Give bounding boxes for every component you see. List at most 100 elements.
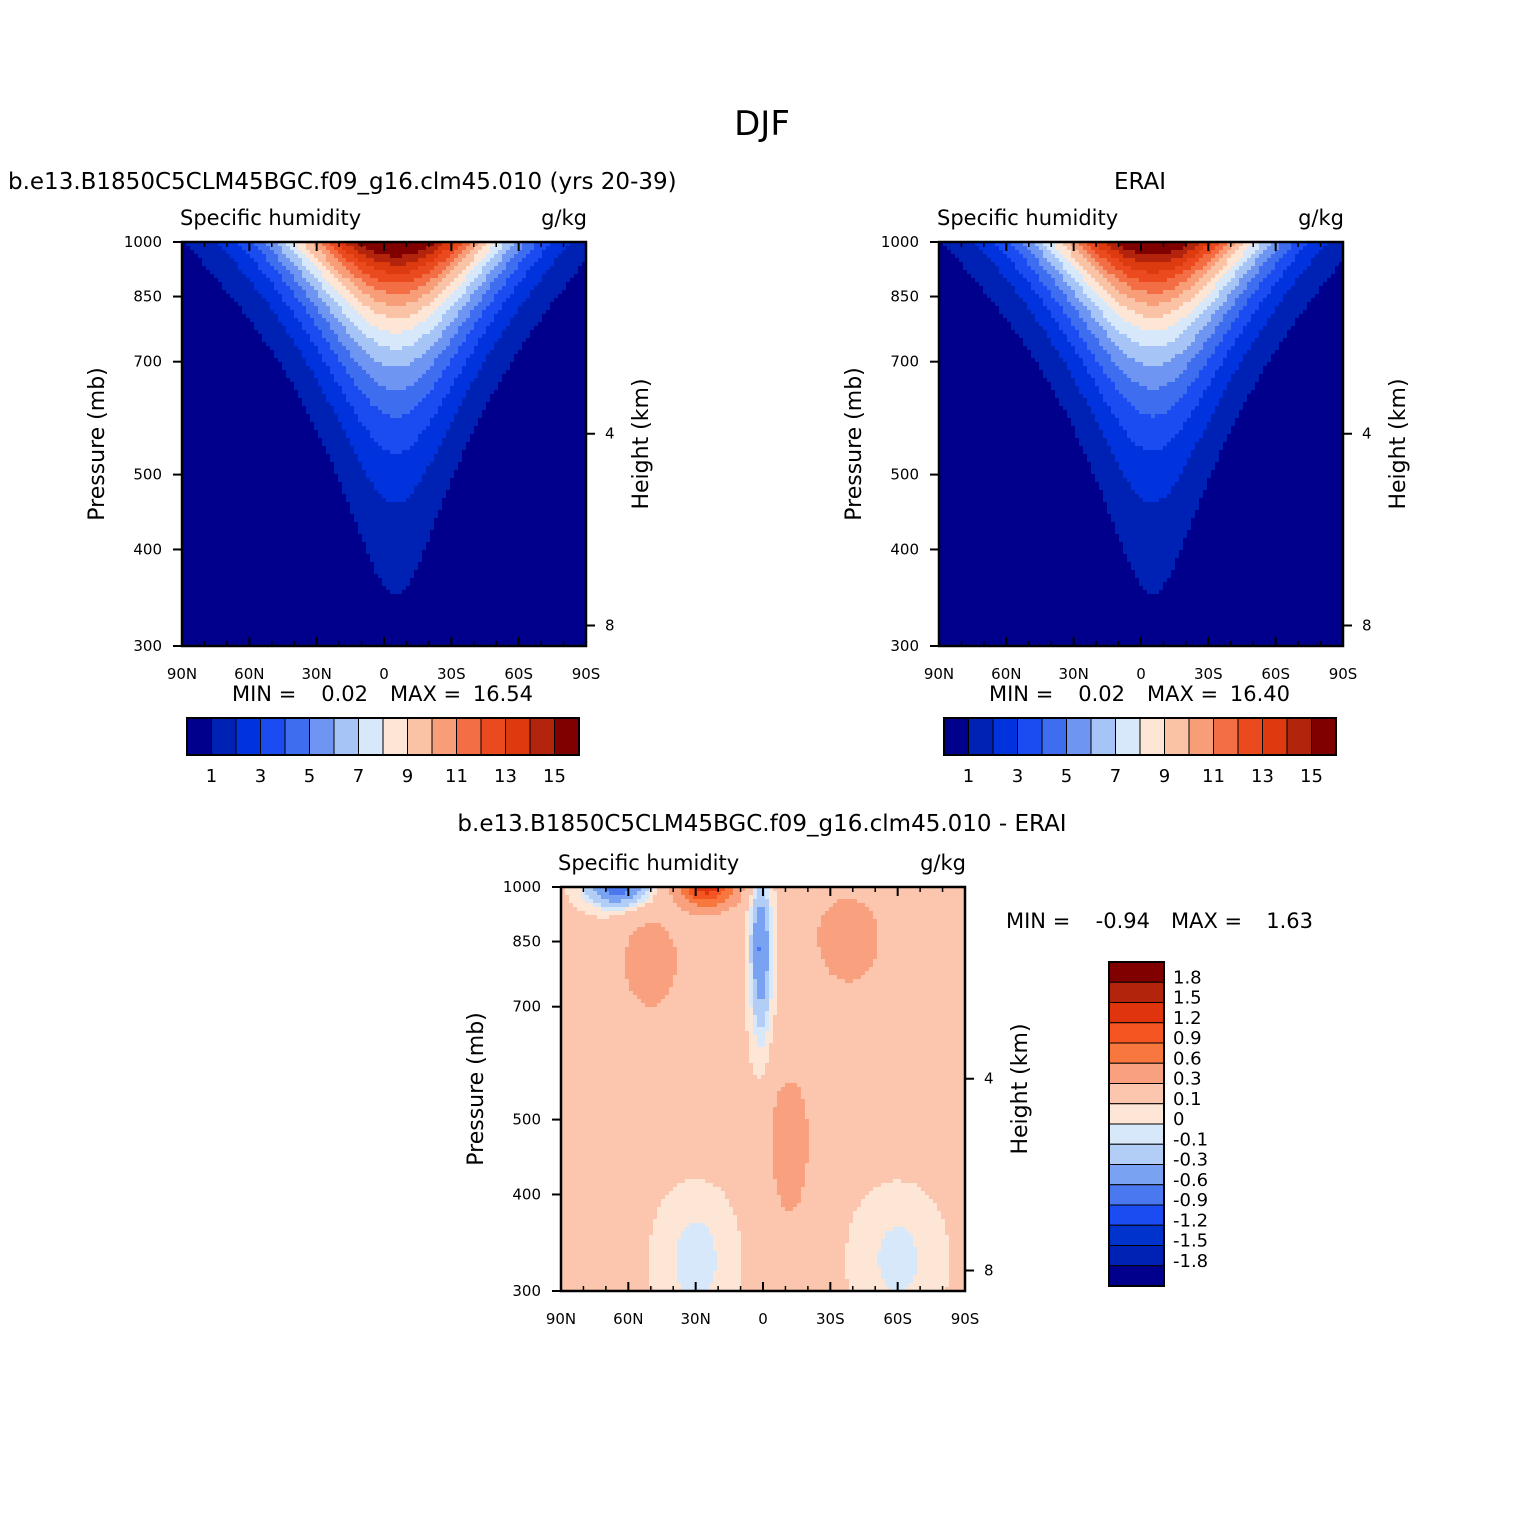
contour-cell-model xyxy=(546,378,551,383)
contour-cell-model xyxy=(346,246,351,251)
contour-cell-model xyxy=(210,346,215,351)
contour-cell-model xyxy=(578,334,583,339)
contour-cell-model xyxy=(502,302,507,307)
contour-cell-model xyxy=(406,346,411,351)
contour-cell-model xyxy=(302,262,307,267)
contour-cell-model xyxy=(194,422,199,427)
contour-cell-model xyxy=(462,330,467,335)
contour-cell-model xyxy=(502,326,507,331)
contour-cell-model xyxy=(446,334,451,339)
contour-cell-model xyxy=(318,290,323,295)
contour-cell-model xyxy=(198,242,203,247)
contour-cell-model xyxy=(426,338,431,343)
contour-cell-model xyxy=(338,382,343,387)
contour-cell-model xyxy=(290,426,295,431)
contour-cell-model xyxy=(222,278,227,283)
contour-cell-model xyxy=(258,370,263,375)
contour-cell-model xyxy=(494,426,499,431)
contour-cell-model xyxy=(522,362,527,367)
contour-cell-model xyxy=(226,258,231,263)
contour-cell-model xyxy=(226,382,231,387)
contour-cell-model xyxy=(566,318,571,323)
contour-cell-model xyxy=(294,358,299,363)
contour-cell-model xyxy=(542,414,547,419)
contour-cell-model xyxy=(514,406,519,411)
contour-cell-model xyxy=(206,426,211,431)
contour-cell-model xyxy=(498,282,503,287)
contour-cell-model xyxy=(334,434,339,439)
contour-cell-model xyxy=(366,310,371,315)
contour-cell-model xyxy=(294,402,299,407)
contour-cell-model xyxy=(546,282,551,287)
contour-cell-model xyxy=(506,406,511,411)
contour-cell-model xyxy=(370,422,375,427)
contour-cell-model xyxy=(562,422,567,427)
contour-cell-model xyxy=(534,422,539,427)
contour-cell-model xyxy=(358,342,363,347)
contour-cell-model xyxy=(306,286,311,291)
contour-cell-model xyxy=(410,382,415,387)
contour-cell-model xyxy=(282,266,287,271)
contour-cell-model xyxy=(418,374,423,379)
contour-cell-model xyxy=(522,382,527,387)
contour-cell-model xyxy=(414,338,419,343)
contour-cell-model xyxy=(414,250,419,255)
contour-cell-model xyxy=(442,286,447,291)
contour-cell-model xyxy=(506,326,511,331)
contour-cell-model xyxy=(298,278,303,283)
contour-cell-model xyxy=(214,330,219,335)
contour-cell-model xyxy=(510,266,515,271)
contour-cell-model xyxy=(414,242,419,247)
contour-cell-model xyxy=(254,422,259,427)
contour-cell-model xyxy=(522,306,527,311)
contour-cell-model xyxy=(306,266,311,271)
contour-cell-model xyxy=(230,378,235,383)
contour-cell-model xyxy=(318,318,323,323)
contour-cell-model xyxy=(198,354,203,359)
contour-cell-model xyxy=(490,418,495,423)
contour-cell-model xyxy=(230,310,235,315)
contour-cell-model xyxy=(510,286,515,291)
contour-cell-model xyxy=(270,338,275,343)
contour-cell-model xyxy=(258,402,263,407)
contour-cell-model xyxy=(414,274,419,279)
contour-cell-model xyxy=(322,262,327,267)
contour-cell-model xyxy=(566,310,571,315)
contour-cell-model xyxy=(418,378,423,383)
contour-cell-model xyxy=(278,342,283,347)
contour-cell-model xyxy=(238,286,243,291)
contour-cell-model xyxy=(346,310,351,315)
contour-cell-model xyxy=(206,406,211,411)
contour-cell-model xyxy=(342,406,347,411)
contour-cell-model xyxy=(374,274,379,279)
contour-cell-model xyxy=(530,294,535,299)
contour-cell-model xyxy=(422,350,427,355)
contour-cell-model xyxy=(266,282,271,287)
contour-cell-model xyxy=(306,294,311,299)
contour-cell-model xyxy=(326,298,331,303)
contour-cell-model xyxy=(326,370,331,375)
contour-cell-model xyxy=(286,390,291,395)
contour-cell-model xyxy=(490,338,495,343)
contour-cell-model xyxy=(562,366,567,371)
contour-cell-model xyxy=(542,318,547,323)
contour-cell-model xyxy=(422,250,427,255)
contour-cell-model xyxy=(286,318,291,323)
contour-cell-model xyxy=(422,354,427,359)
contour-cell-model xyxy=(338,250,343,255)
contour-cell-model xyxy=(338,350,343,355)
contour-cell-model xyxy=(506,398,511,403)
contour-cell-model xyxy=(322,406,327,411)
contour-cell-model xyxy=(270,382,275,387)
contour-cell-model xyxy=(554,318,559,323)
contour-cell-model xyxy=(478,334,483,339)
contour-cell-model xyxy=(262,434,267,439)
contour-cell-model xyxy=(286,266,291,271)
contour-cell-model xyxy=(374,326,379,331)
contour-cell-model xyxy=(410,250,415,255)
contour-cell-model xyxy=(298,310,303,315)
contour-cell-model xyxy=(562,246,567,251)
contour-cell-model xyxy=(426,430,431,435)
contour-cell-model xyxy=(498,338,503,343)
contour-cell-model xyxy=(458,422,463,427)
